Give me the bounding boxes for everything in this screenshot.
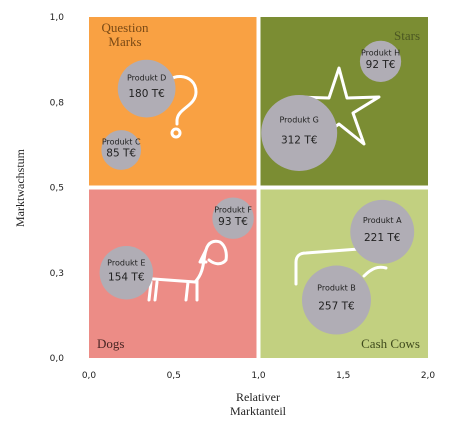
y-axis-title: Marktwachstum	[13, 148, 27, 227]
bubble-layer: Produkt A 221 T€ Produkt B 257 T€ Produkt C8…	[99, 40, 415, 335]
bubble-point: Produkt H92 T€	[359, 40, 402, 82]
bubble-name-label: Produkt E	[107, 258, 145, 267]
bubble-circle	[101, 130, 142, 170]
cow-icon	[294, 246, 388, 286]
quadrant-label-cows: Cash Cows	[361, 336, 420, 351]
bubble-value-label: 92 T€	[366, 59, 396, 71]
bubble-value-label: 93 T€	[218, 216, 248, 228]
x-tick-label: 1,0	[251, 371, 266, 381]
bubble-name-label: Produkt G	[280, 115, 319, 124]
y-tick-label: 0,5	[50, 184, 64, 194]
y-tick-label: 1,0	[50, 13, 65, 23]
x-axis-title: Relativer	[236, 390, 280, 404]
bubble-name-label: Produkt B	[317, 283, 356, 292]
bubble-circle	[350, 199, 415, 264]
bubble-name-label: Produkt C	[102, 137, 141, 146]
bubble-circle	[301, 265, 371, 335]
bubble-point: Produkt A 221 T€	[350, 199, 415, 264]
quadrant-label-question: Marks	[108, 34, 141, 49]
y-tick-label: 0,0	[50, 354, 65, 364]
bubble-value-label: 257 T€	[318, 301, 354, 313]
bubble-value-label: 85 T€	[106, 147, 136, 159]
axes-layer: 0,0 0,5 1,0 1,5 2,00,00,30,50,81,0RelativerM…	[13, 13, 435, 418]
quadrant-label-dogs: Dogs	[97, 336, 124, 351]
x-tick-label: 0,0	[82, 371, 97, 381]
bubble-point: Produkt F 93 T€	[212, 197, 254, 239]
x-tick-label: 0,5	[167, 371, 181, 381]
bubble-name-label: Produkt A	[363, 216, 402, 225]
y-tick-label: 0,3	[50, 269, 64, 279]
bubble-name-label: Produkt F	[214, 205, 252, 214]
bubble-name-label: Produkt H	[361, 49, 400, 58]
bubble-value-label: 180 T€	[128, 88, 164, 100]
x-tick-label: 1,5	[336, 371, 350, 381]
quadrant-label-stars: Stars	[394, 28, 420, 43]
x-tick-label: 2,0	[421, 371, 436, 381]
bubble-value-label: 221 T€	[364, 232, 400, 244]
bubble-circle	[212, 197, 254, 239]
bubble-circle	[117, 59, 176, 118]
bubble-name-label: Produkt D	[127, 74, 166, 83]
bubble-circle	[359, 40, 402, 82]
bubble-value-label: 312 T€	[281, 134, 317, 146]
bubble-point: Produkt G 312 T€	[261, 94, 338, 171]
bubble-point: Produkt B 257 T€	[301, 265, 371, 335]
quadrant-label-question: Question	[102, 20, 149, 35]
bubble-value-label: 154 T€	[108, 272, 144, 284]
bubble-point: Produkt D 180 T€	[117, 59, 176, 118]
bubble-point: Produkt C85 T€	[101, 130, 142, 170]
bubble-circle	[261, 94, 338, 171]
bubble-point: Produkt E 154 T€	[99, 246, 153, 300]
y-tick-label: 0,8	[50, 98, 65, 108]
bubble-circle	[99, 246, 153, 300]
x-axis-title-line2: Marktanteil	[230, 404, 287, 418]
